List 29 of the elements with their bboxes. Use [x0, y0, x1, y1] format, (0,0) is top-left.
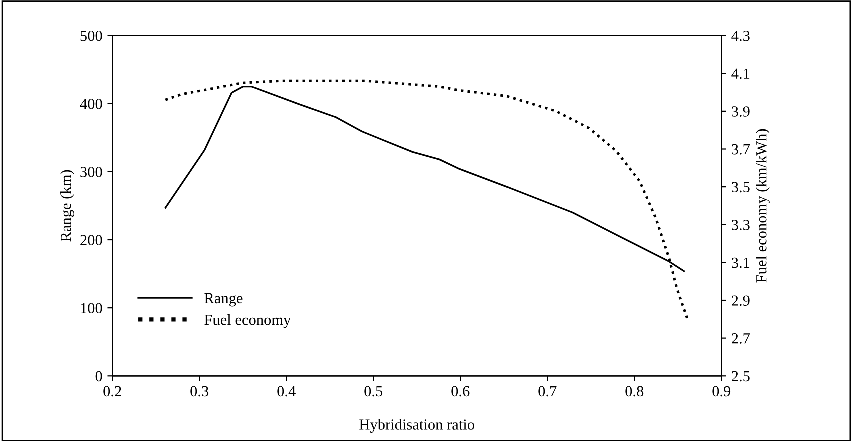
y2-tick-label: 2.5 — [732, 371, 750, 382]
y2-tick-label: 2.7 — [732, 334, 750, 344]
x-tick-label: 0.4 — [278, 386, 296, 397]
y2-tick-label: 3.9 — [732, 106, 750, 117]
y2-axis-title: Fuel economy (km/kWh) — [756, 129, 770, 283]
x-tick-label: 0.2 — [104, 386, 122, 397]
y-tick-label: 100 — [81, 303, 102, 314]
y-tick-label: 200 — [80, 235, 102, 246]
x-tick-label: 0.3 — [190, 386, 209, 397]
y2-tick-label: 4.3 — [732, 30, 750, 42]
y-tick-label: 500 — [80, 30, 102, 42]
y2-tick-label: 4.1 — [732, 68, 750, 80]
y2-tick-label: 2.9 — [732, 296, 750, 306]
x-tick-label: 0.6 — [452, 386, 470, 397]
y2-tick-label: 3.7 — [732, 144, 750, 155]
y2-tick-label: 3.5 — [732, 182, 750, 193]
y-tick-label: 0 — [96, 371, 102, 382]
legend-label: Range — [204, 293, 243, 307]
y2-tick-label: 3.1 — [732, 258, 750, 268]
y2-tick-label: 3.3 — [732, 220, 750, 230]
y-tick-label: 400 — [80, 99, 102, 110]
x-tick-label: 0.9 — [712, 386, 731, 397]
y-tick-label: 300 — [80, 167, 102, 178]
x-tick-label: 0.5 — [364, 386, 383, 397]
legend-label: Fuel economy — [204, 314, 292, 328]
y-axis-title: Range (km) — [60, 170, 74, 242]
x-tick-label: 0.7 — [538, 386, 557, 397]
x-axis-title: Hybridisation ratio — [360, 419, 474, 434]
x-tick-label: 0.8 — [626, 386, 644, 397]
